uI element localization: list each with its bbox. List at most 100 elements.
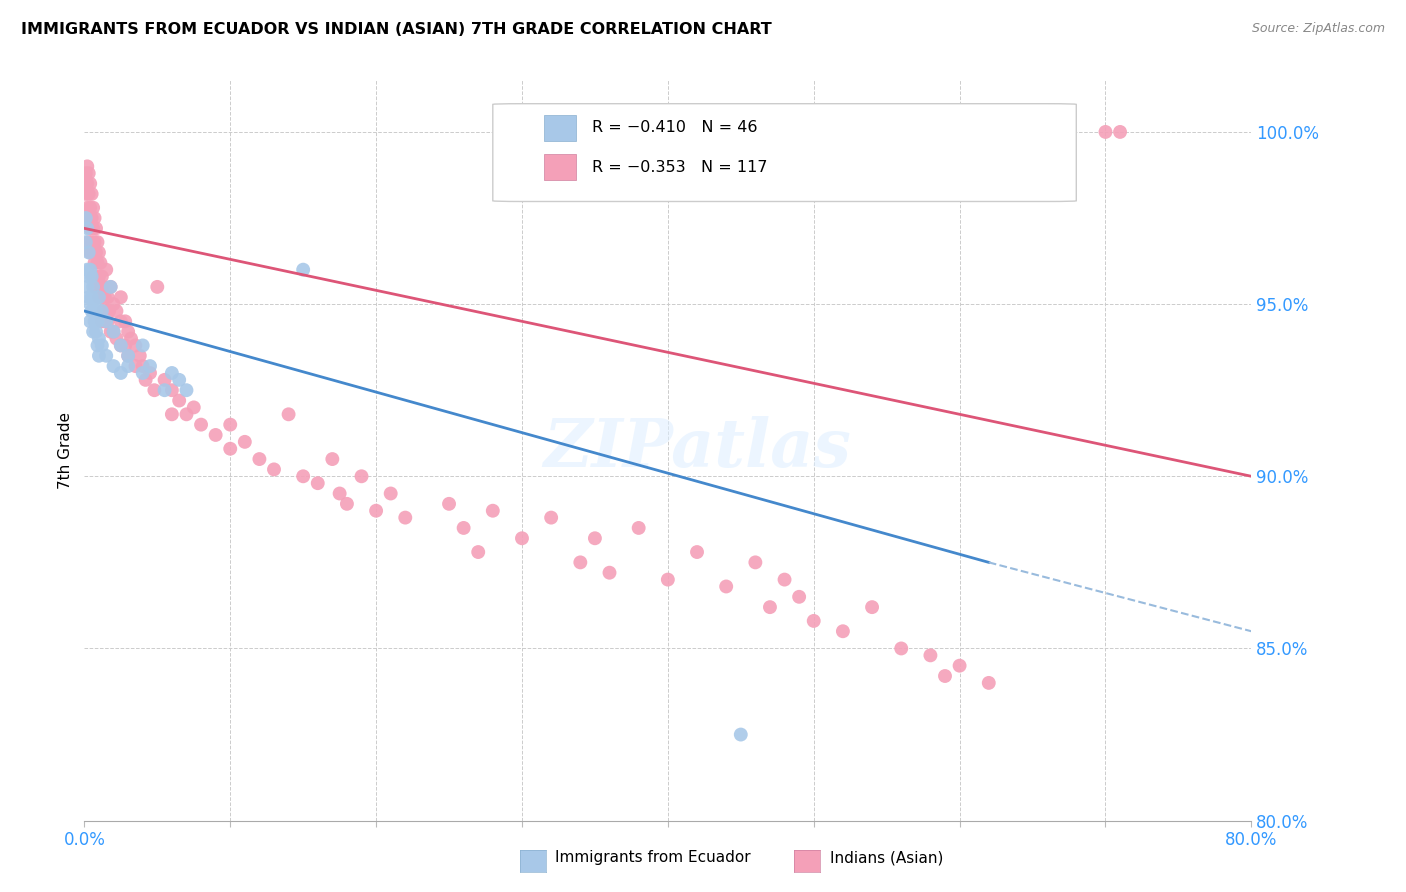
Point: [890, 641, 912, 656]
Point: [75, 186, 97, 201]
Point: [86, 280, 108, 294]
Point: [87, 290, 110, 304]
Point: [167, 393, 190, 408]
Point: [233, 434, 256, 449]
Point: [146, 280, 169, 294]
Point: [190, 417, 212, 432]
Point: [204, 428, 226, 442]
Point: [75, 235, 97, 249]
Point: [82, 221, 104, 235]
Point: [103, 297, 125, 311]
Point: [744, 555, 766, 569]
Text: IMMIGRANTS FROM ECUADOR VS INDIAN (ASIAN) 7TH GRADE CORRELATION CHART: IMMIGRANTS FROM ECUADOR VS INDIAN (ASIAN…: [21, 22, 772, 37]
Point: [89, 256, 111, 270]
Point: [91, 304, 114, 318]
Point: [321, 452, 343, 467]
Text: ZIPatlas: ZIPatlas: [543, 417, 851, 482]
Point: [94, 290, 117, 304]
Point: [114, 338, 136, 352]
Point: [336, 497, 359, 511]
Point: [90, 304, 112, 318]
Point: [83, 280, 105, 294]
Point: [143, 383, 166, 397]
Point: [86, 314, 108, 328]
Point: [77, 269, 100, 284]
Point: [380, 486, 402, 500]
Text: Source: ZipAtlas.com: Source: ZipAtlas.com: [1251, 22, 1385, 36]
Point: [76, 262, 98, 277]
Point: [132, 366, 155, 380]
Point: [75, 211, 97, 225]
Point: [219, 417, 242, 432]
Point: [79, 177, 101, 191]
Point: [787, 590, 810, 604]
Point: [540, 510, 562, 524]
Point: [90, 314, 112, 328]
Point: [117, 359, 139, 373]
Text: R = −0.410   N = 46: R = −0.410 N = 46: [592, 120, 758, 136]
Point: [934, 669, 956, 683]
Point: [292, 469, 315, 483]
Point: [114, 314, 136, 328]
Point: [948, 658, 970, 673]
Point: [86, 338, 108, 352]
Point: [153, 383, 176, 397]
Bar: [544, 115, 576, 141]
Point: [183, 401, 205, 415]
Point: [96, 304, 118, 318]
Point: [100, 280, 122, 294]
Point: [759, 600, 782, 615]
Point: [467, 545, 489, 559]
Point: [97, 290, 120, 304]
Point: [292, 262, 315, 277]
Text: Indians (Asian): Indians (Asian): [830, 850, 943, 865]
Point: [80, 304, 103, 318]
Point: [82, 304, 104, 318]
Point: [860, 600, 883, 615]
Point: [82, 201, 104, 215]
Point: [110, 290, 132, 304]
Point: [77, 290, 100, 304]
Y-axis label: 7th Grade: 7th Grade: [58, 412, 73, 489]
Point: [481, 504, 505, 518]
Point: [329, 486, 352, 500]
Point: [110, 314, 132, 328]
Point: [132, 359, 155, 373]
Point: [1094, 125, 1116, 139]
Point: [176, 383, 198, 397]
Point: [98, 304, 121, 318]
Point: [350, 469, 373, 483]
Point: [103, 325, 125, 339]
Point: [94, 314, 117, 328]
Point: [97, 314, 120, 328]
Point: [87, 269, 110, 284]
Point: [82, 245, 104, 260]
Point: [110, 338, 132, 352]
Point: [76, 160, 98, 174]
Point: [394, 510, 416, 524]
Point: [76, 280, 98, 294]
Point: [77, 245, 100, 260]
Point: [87, 332, 110, 346]
Point: [132, 338, 155, 352]
Point: [87, 290, 110, 304]
Point: [83, 211, 105, 225]
Point: [84, 304, 107, 318]
Point: [124, 359, 146, 373]
Point: [80, 235, 103, 249]
Point: [79, 314, 101, 328]
Point: [139, 366, 162, 380]
Point: [160, 383, 183, 397]
Point: [657, 573, 679, 587]
Point: [86, 235, 108, 249]
Point: [96, 262, 118, 277]
Point: [714, 579, 737, 593]
FancyBboxPatch shape: [492, 103, 1077, 202]
Point: [686, 545, 709, 559]
Point: [453, 521, 475, 535]
Point: [79, 297, 101, 311]
Point: [75, 166, 97, 180]
Point: [105, 332, 128, 346]
Point: [79, 245, 101, 260]
Point: [247, 452, 270, 467]
